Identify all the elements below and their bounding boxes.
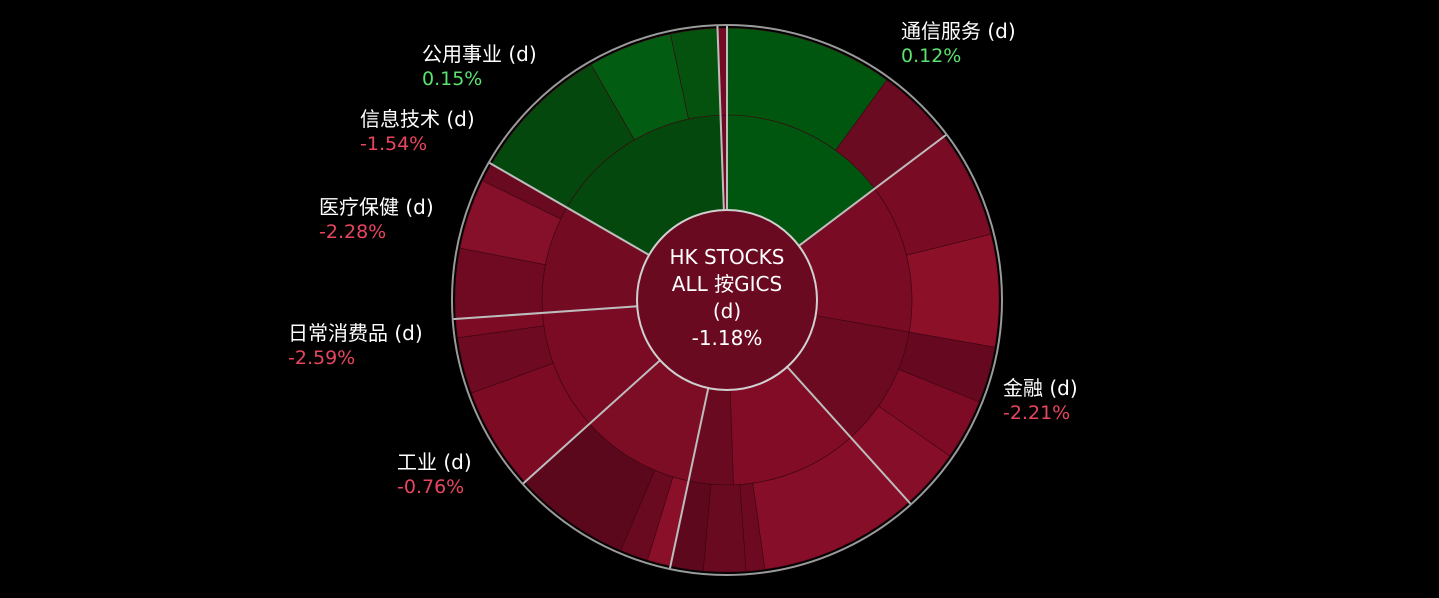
sector-name-label: 医疗保健 (d) <box>319 195 434 219</box>
sector-name-label: 通信服务 (d) <box>901 19 1016 43</box>
center-label-line: ALL 按GICS <box>672 272 782 296</box>
center-label-line: -1.18% <box>692 326 763 350</box>
sector-boundary <box>786 366 912 506</box>
sector-change-label: -1.54% <box>360 133 427 155</box>
outer-ring-border <box>451 24 1003 576</box>
sector-change-label: -2.59% <box>288 347 355 369</box>
sector-boundary <box>716 25 725 211</box>
sector-change-label: -2.21% <box>1003 402 1070 424</box>
sector-boundary <box>521 359 661 485</box>
center-label-line: (d) <box>713 299 741 323</box>
sector-name-label: 日常消费品 (d) <box>288 321 423 345</box>
sector-boundary <box>452 305 638 321</box>
sector-boundary <box>488 161 650 256</box>
sector-change-label: -2.28% <box>319 221 386 243</box>
sector-name-label: 公用事业 (d) <box>422 42 537 66</box>
center-circle <box>636 209 818 391</box>
sector-change-label: -0.76% <box>397 476 464 498</box>
sector-name-label: 金融 (d) <box>1003 376 1078 400</box>
sector-name-label: 工业 (d) <box>397 450 472 474</box>
sector-change-label: 0.12% <box>901 45 961 67</box>
sector-change-label: 0.15% <box>422 68 482 90</box>
sector-boundary <box>668 387 710 570</box>
sector-boundary <box>798 133 948 247</box>
center-label-line: HK STOCKS <box>670 245 785 269</box>
sector-name-label: 信息技术 (d) <box>360 107 475 131</box>
